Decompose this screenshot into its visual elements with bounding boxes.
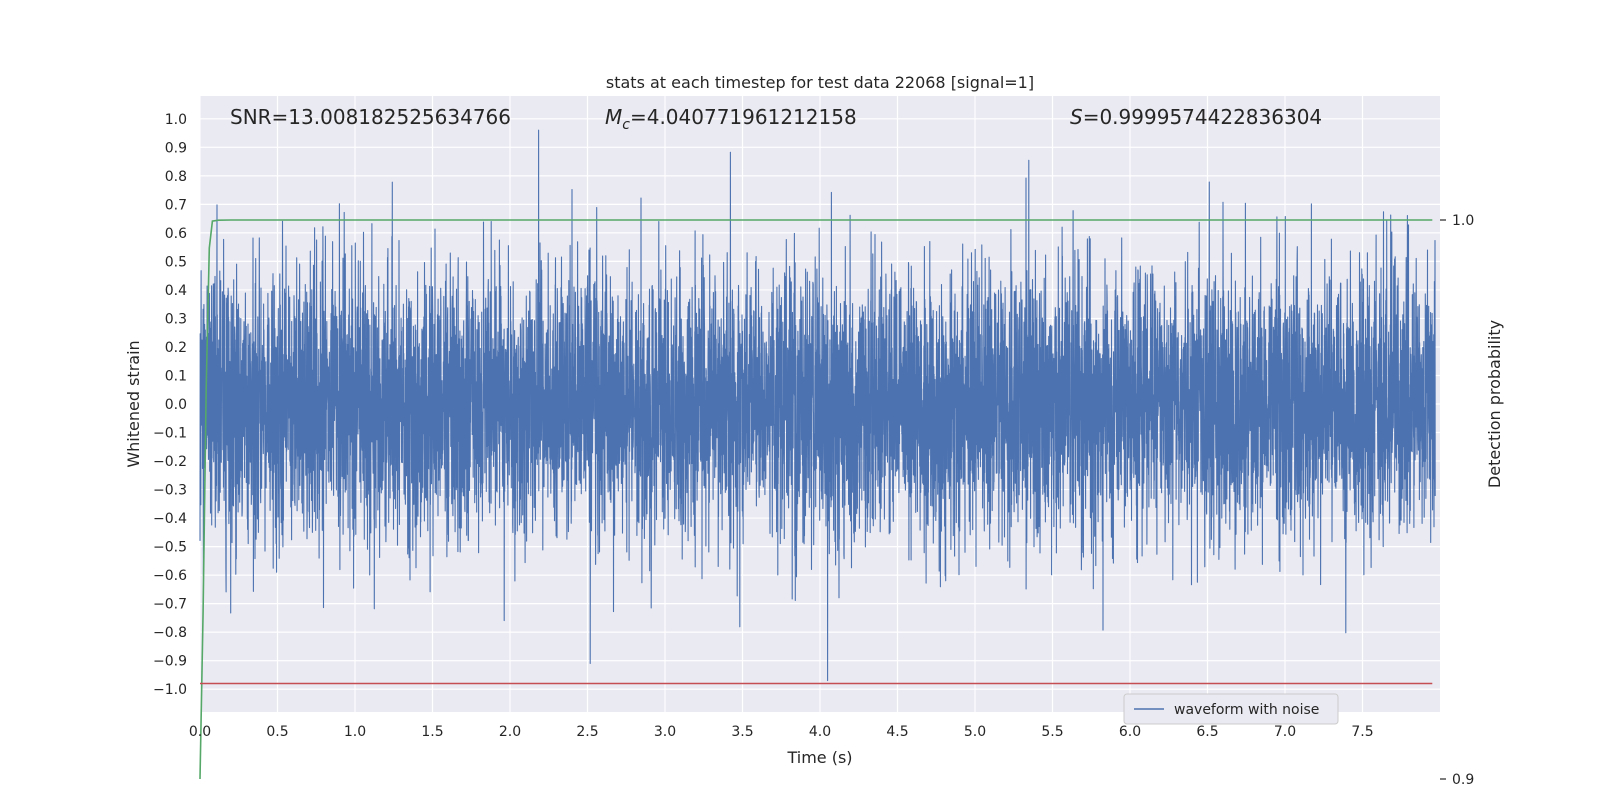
detection-probability-line	[199, 219, 1433, 780]
x-tick-label: 0.5	[266, 724, 288, 740]
y-tick-label: −0.4	[153, 511, 187, 527]
x-tick-label: 6.0	[1119, 724, 1141, 740]
legend-label-waveform: waveform with noise	[1174, 702, 1319, 718]
y-tick-label: 0.5	[165, 254, 187, 270]
waveform-line	[199, 129, 1436, 682]
legend: waveform with noise	[1123, 693, 1339, 725]
y-tick-label: −0.1	[153, 426, 187, 442]
x-tick-label: 2.5	[576, 724, 598, 740]
y-tick-label: 1.0	[165, 112, 187, 128]
legend-box	[1123, 693, 1339, 725]
y-tick-label: 0.4	[165, 283, 187, 299]
chart-title: stats at each timestep for test data 220…	[606, 73, 1034, 92]
x-tick-label: 1.0	[344, 724, 366, 740]
waveform-series	[199, 129, 1436, 682]
y-tick-label: −0.9	[153, 654, 187, 670]
x-tick-label: 4.5	[886, 724, 908, 740]
y-tick-label: −0.8	[153, 625, 187, 641]
y-tick-label: 0.0	[165, 397, 187, 413]
chirp-mass-value: =4.040771961212158	[630, 105, 857, 129]
x-tick-label: 4.0	[809, 724, 831, 740]
y-tick-label: 0.7	[165, 197, 187, 213]
x-tick-label: 5.0	[964, 724, 986, 740]
chirp-mass-annotation: Mc=4.040771961212158	[605, 105, 857, 133]
y-tick-label: −0.6	[153, 568, 187, 584]
y-tick-label: 0.8	[165, 169, 187, 185]
chirp-mass-symbol: M	[605, 105, 622, 129]
y-axis-label: Whitened strain	[124, 340, 143, 467]
x-axis-label: Time (s)	[786, 748, 852, 767]
y-tick-label: −0.5	[153, 540, 187, 556]
x-tick-label: 2.0	[499, 724, 521, 740]
y-tick-label: −0.2	[153, 454, 187, 470]
x-tick-label: 0.0	[189, 724, 211, 740]
y-tick-label: 0.9	[165, 140, 187, 156]
x-tick-label: 3.0	[654, 724, 676, 740]
chirp-mass-subscript: c	[622, 117, 630, 133]
score-annotation: S=0.9999574422836304	[1070, 105, 1322, 129]
snr-annotation: SNR=13.008182525634766	[230, 105, 511, 129]
y2-tick-label: 0.9	[1452, 772, 1474, 788]
y2-axis-ticks: 1.0 0.9	[1440, 213, 1474, 788]
x-tick-label: 7.0	[1274, 724, 1296, 740]
x-tick-label: 3.5	[731, 724, 753, 740]
score-symbol: S	[1070, 105, 1083, 129]
y-tick-label: −0.7	[153, 597, 187, 613]
y-tick-label: 0.3	[165, 311, 187, 327]
y-tick-label: −0.3	[153, 483, 187, 499]
x-tick-label: 5.5	[1041, 724, 1063, 740]
y-tick-label: 0.2	[165, 340, 187, 356]
score-value: =0.9999574422836304	[1083, 105, 1322, 129]
x-axis-ticks: 0.0 0.5 1.0 1.5 2.0 2.5 3.0 3.5 4.0 4.5 5.0 5.5 6.0 6…	[189, 724, 1374, 740]
y-axis-ticks: 1.0 0.9 0.8 0.7 0.6 0.5 0.4 0.3 0.2 0.1 0.0 −0.1 −0.…	[153, 112, 187, 698]
x-tick-label: 7.5	[1351, 724, 1373, 740]
y2-tick-label: 1.0	[1452, 213, 1474, 229]
x-tick-label: 6.5	[1196, 724, 1218, 740]
x-tick-label: 1.5	[421, 724, 443, 740]
y2-axis-label: Detection probability	[1485, 320, 1504, 488]
y-tick-label: −1.0	[153, 682, 187, 698]
y-tick-label: 0.1	[165, 368, 187, 384]
y-tick-label: 0.6	[165, 226, 187, 242]
